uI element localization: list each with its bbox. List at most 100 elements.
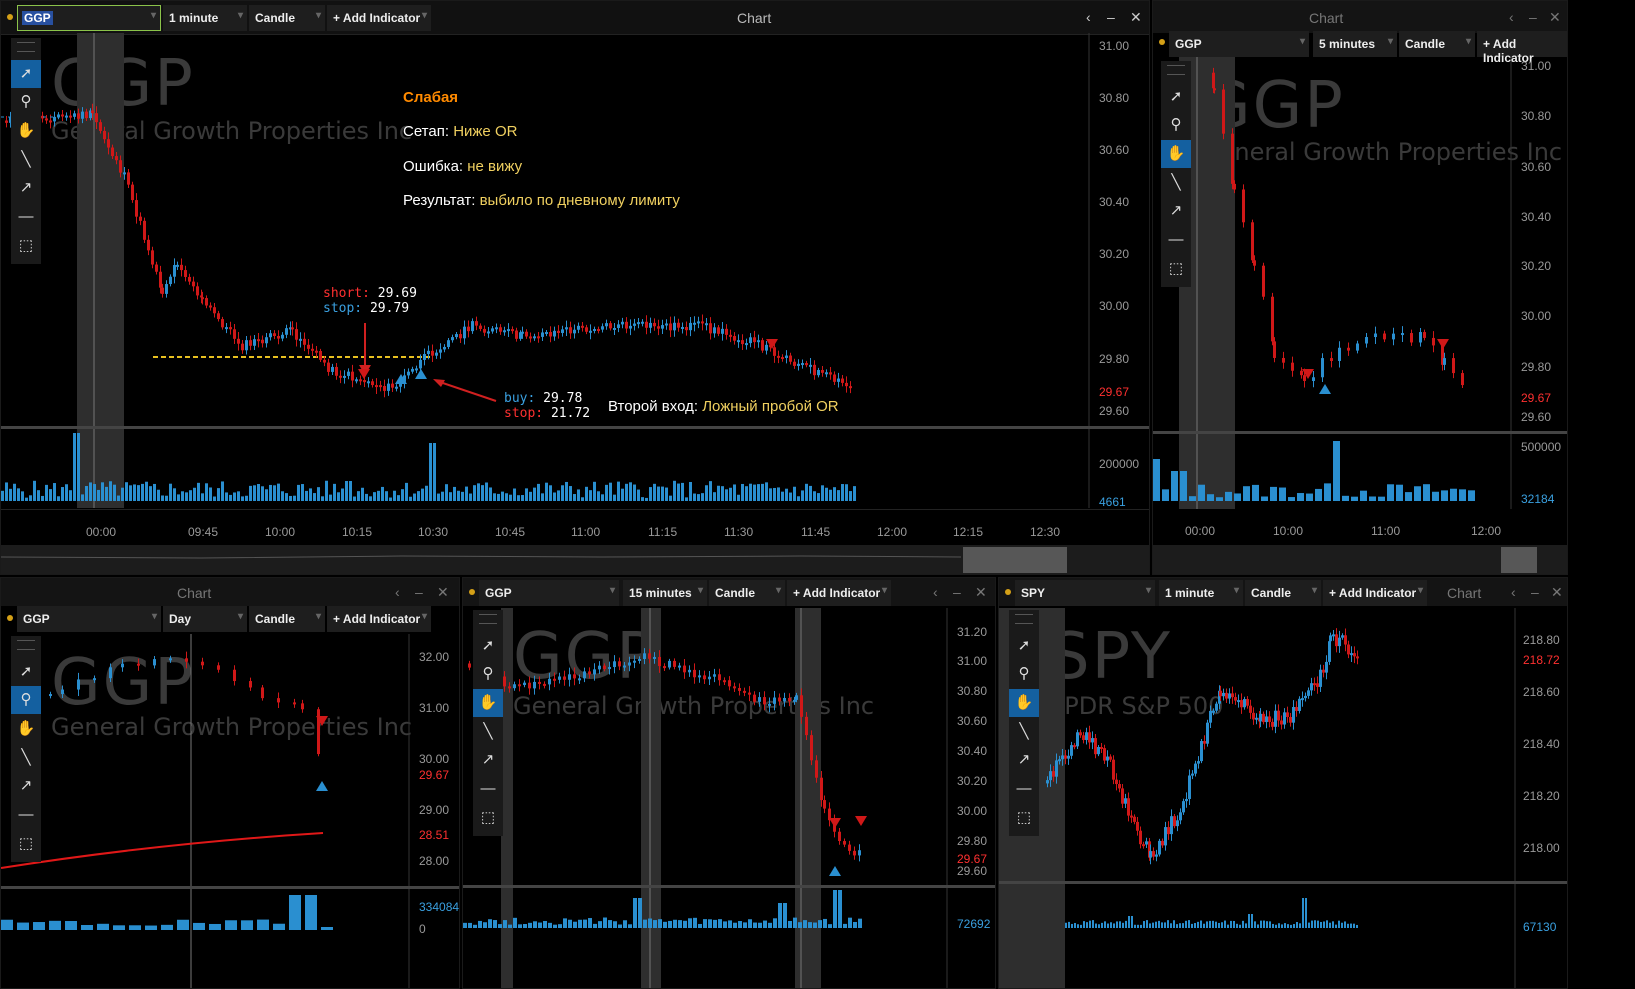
pointer-tool-icon[interactable]: ➚ bbox=[11, 60, 41, 88]
toolbar-grip[interactable] bbox=[17, 42, 35, 52]
minimize-button[interactable]: ‒ bbox=[1107, 9, 1115, 25]
interval-select[interactable]: 1 minute ▾ bbox=[1159, 580, 1243, 606]
volume-bar bbox=[1071, 923, 1073, 928]
link-dot-icon[interactable] bbox=[7, 615, 13, 621]
horizontal-line-tool-icon[interactable]: — bbox=[480, 780, 496, 797]
horizontal-line-tool-icon[interactable]: — bbox=[18, 806, 34, 823]
symbol-input[interactable]: GGP ▾ bbox=[17, 5, 161, 31]
pan-tool-icon[interactable]: ✋ bbox=[473, 689, 503, 717]
line-tool-icon[interactable]: ╲ bbox=[21, 151, 31, 168]
arrow-tool-icon[interactable]: ↗ bbox=[19, 179, 33, 196]
interval-select[interactable]: 5 minutes ▾ bbox=[1313, 31, 1397, 57]
pan-tool-icon[interactable]: ✋ bbox=[16, 720, 36, 737]
chart-type-select[interactable]: Candle ▾ bbox=[249, 606, 325, 632]
arrow-tool-icon[interactable]: ↗ bbox=[1169, 202, 1183, 219]
line-tool-icon[interactable]: ╲ bbox=[1019, 723, 1029, 740]
toolbar-grip[interactable] bbox=[479, 614, 497, 624]
pan-tool-icon[interactable]: ✋ bbox=[16, 122, 36, 139]
link-dot-icon[interactable] bbox=[1159, 39, 1165, 45]
interval-select[interactable]: 15 minutes ▾ bbox=[623, 580, 707, 606]
navigator-scrollbar[interactable] bbox=[1153, 545, 1567, 574]
close-button[interactable]: ✕ bbox=[975, 584, 987, 600]
arrow-tool-icon[interactable]: ↗ bbox=[481, 751, 495, 768]
navigator-window[interactable] bbox=[1501, 547, 1537, 573]
arrow-tool-icon[interactable]: ↗ bbox=[19, 777, 33, 794]
collapse-button[interactable]: ‹ bbox=[933, 584, 938, 600]
candle bbox=[558, 676, 561, 680]
pointer-tool-icon[interactable]: ➚ bbox=[1169, 88, 1183, 105]
chart-type-select[interactable]: Candle ▾ bbox=[1245, 580, 1321, 606]
zoom-tool-icon[interactable]: ⚲ bbox=[1170, 116, 1182, 133]
line-tool-icon[interactable]: ╲ bbox=[1171, 174, 1181, 191]
link-dot-icon[interactable] bbox=[7, 14, 13, 20]
navigator-scrollbar[interactable] bbox=[1, 545, 1149, 574]
symbol-input[interactable]: GGP ▾ bbox=[17, 606, 161, 632]
line-tool-icon[interactable]: ╲ bbox=[21, 749, 31, 766]
add-indicator-button[interactable]: + Add Indicator ▾ bbox=[327, 5, 431, 31]
price-label: 29.00 bbox=[419, 803, 450, 817]
zoom-tool-icon[interactable]: ⚲ bbox=[20, 93, 32, 110]
symbol-input[interactable]: GGP ▾ bbox=[1169, 31, 1309, 57]
navigator-window[interactable] bbox=[963, 547, 1067, 573]
link-dot-icon[interactable] bbox=[469, 589, 475, 595]
minimize-button[interactable]: ‒ bbox=[415, 584, 423, 600]
candle bbox=[205, 298, 208, 306]
pane-divider[interactable] bbox=[999, 881, 1567, 884]
add-indicator-button[interactable]: + Add Indicator ▾ bbox=[1323, 580, 1427, 606]
add-indicator-button[interactable]: + Add Indicator ▾ bbox=[327, 606, 431, 632]
add-indicator-button[interactable]: + Add Indicator bbox=[1477, 31, 1567, 65]
pointer-tool-icon[interactable]: ➚ bbox=[481, 637, 495, 654]
toolbar-grip[interactable] bbox=[1015, 614, 1033, 624]
close-button[interactable]: ✕ bbox=[1551, 584, 1563, 600]
rectangle-tool-icon[interactable]: ⬚ bbox=[18, 835, 34, 852]
pointer-tool-icon[interactable]: ➚ bbox=[19, 663, 33, 680]
toolbar-grip[interactable] bbox=[1167, 65, 1185, 75]
candle bbox=[53, 116, 56, 122]
zoom-tool-icon[interactable]: ⚲ bbox=[11, 686, 41, 714]
interval-select[interactable]: Day ▾ bbox=[163, 606, 247, 632]
rectangle-tool-icon[interactable]: ⬚ bbox=[1168, 260, 1184, 277]
pane-divider[interactable] bbox=[1153, 431, 1567, 434]
interval-select[interactable]: 1 minute ▾ bbox=[163, 5, 247, 31]
zoom-tool-icon[interactable]: ⚲ bbox=[1018, 665, 1030, 682]
arrow-tool-icon[interactable]: ↗ bbox=[1017, 751, 1031, 768]
close-button[interactable]: ✕ bbox=[1549, 9, 1561, 25]
pan-tool-icon[interactable]: ✋ bbox=[1009, 689, 1039, 717]
link-dot-icon[interactable] bbox=[1005, 589, 1011, 595]
close-button[interactable]: ✕ bbox=[437, 584, 449, 600]
minimize-button[interactable]: ‒ bbox=[1529, 9, 1537, 25]
candle bbox=[721, 328, 724, 334]
rectangle-tool-icon[interactable]: ⬚ bbox=[18, 237, 34, 254]
rectangle-tool-icon[interactable]: ⬚ bbox=[1016, 809, 1032, 826]
horizontal-line-tool-icon[interactable]: — bbox=[1168, 231, 1184, 248]
line-tool-icon[interactable]: ╲ bbox=[483, 723, 493, 740]
candle bbox=[525, 331, 528, 337]
candle bbox=[688, 669, 691, 673]
zoom-tool-icon[interactable]: ⚲ bbox=[482, 665, 494, 682]
pointer-tool-icon[interactable]: ➚ bbox=[1017, 637, 1031, 654]
volume-bar bbox=[1332, 921, 1334, 928]
chart-type-select[interactable]: Candle ▾ bbox=[1399, 31, 1475, 57]
rectangle-tool-icon[interactable]: ⬚ bbox=[480, 809, 496, 826]
minimize-button[interactable]: ‒ bbox=[953, 584, 961, 600]
chart-type-select[interactable]: Candle ▾ bbox=[709, 580, 785, 606]
candle bbox=[431, 350, 434, 356]
horizontal-line-tool-icon[interactable]: — bbox=[1016, 780, 1032, 797]
collapse-button[interactable]: ‹ bbox=[1509, 9, 1514, 25]
pane-divider[interactable] bbox=[1, 886, 459, 889]
collapse-button[interactable]: ‹ bbox=[395, 584, 400, 600]
collapse-button[interactable]: ‹ bbox=[1086, 9, 1091, 25]
symbol-input[interactable]: GGP ▾ bbox=[479, 580, 619, 606]
pan-tool-icon[interactable]: ✋ bbox=[1161, 140, 1191, 168]
minimize-button[interactable]: ‒ bbox=[1531, 584, 1539, 600]
symbol-input[interactable]: SPY ▾ bbox=[1015, 580, 1155, 606]
collapse-button[interactable]: ‹ bbox=[1511, 584, 1516, 600]
pane-divider[interactable] bbox=[1, 426, 1149, 429]
horizontal-line-tool-icon[interactable]: — bbox=[18, 208, 34, 225]
pane-divider[interactable] bbox=[463, 885, 995, 888]
chart-type-select[interactable]: Candle ▾ bbox=[249, 5, 325, 31]
close-button[interactable]: ✕ bbox=[1130, 9, 1142, 25]
volume-bar bbox=[113, 925, 125, 930]
toolbar-grip[interactable] bbox=[17, 640, 35, 650]
add-indicator-button[interactable]: + Add Indicator ▾ bbox=[787, 580, 891, 606]
